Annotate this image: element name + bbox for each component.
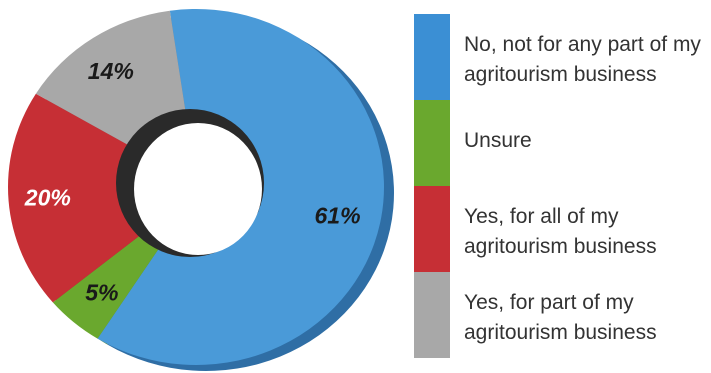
legend-swatch-unsure (414, 100, 450, 186)
legend-swatch-yes-all (414, 186, 450, 272)
legend-swatch-yes-part (414, 272, 450, 358)
slice-no-label: 61% (315, 202, 361, 228)
legend-swatch-no (414, 14, 450, 100)
legend-label-yes-all: Yes, for all of my agritourism business (464, 205, 657, 258)
legend-item-yes-all: Yes, for all of my agritourism business (414, 186, 711, 272)
slice-yes-part-label: 14% (88, 58, 134, 84)
legend-label-no: No, not for any part of my agritourism b… (464, 33, 701, 86)
donut-hole (134, 123, 262, 255)
legend-label-unsure: Unsure (464, 129, 532, 152)
slice-no (97, 9, 384, 365)
legend-item-yes-part: Yes, for part of my agritourism business (414, 272, 711, 358)
legend-item-no: No, not for any part of my agritourism b… (414, 14, 711, 100)
slice-unsure-label: 5% (85, 279, 118, 305)
slice-yes-all (7, 93, 148, 303)
slice-yes-all-label: 20% (24, 185, 71, 211)
legend: No, not for any part of my agritourism b… (414, 14, 711, 358)
slice-unsure (52, 229, 163, 339)
legend-label-yes-part: Yes, for part of my agritourism business (464, 291, 657, 344)
legend-item-unsure: Unsure (414, 100, 711, 186)
slice-yes-part (35, 10, 188, 153)
donut-value-labels: 61% 5% 20% 14% (24, 58, 361, 306)
donut-slices (7, 9, 394, 372)
